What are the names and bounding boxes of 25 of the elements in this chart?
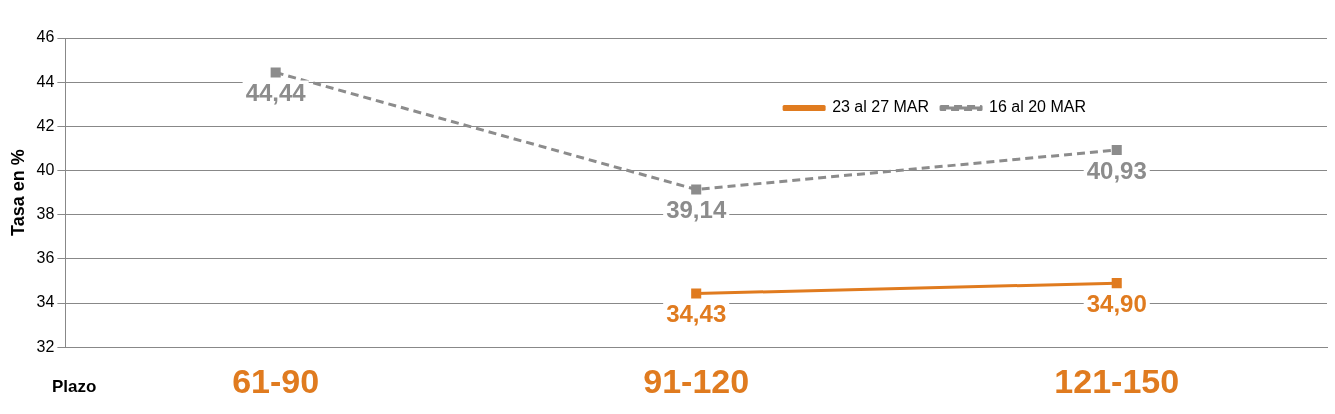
data-label: 44,44	[245, 79, 307, 107]
legend-label: 16 al 20 MAR	[989, 98, 1086, 116]
data-label: 34,90	[1086, 289, 1147, 317]
point	[1111, 278, 1122, 289]
x-tick-label: 91-120	[643, 361, 750, 400]
point	[270, 67, 281, 78]
y-tick-label: 40	[36, 160, 55, 178]
point	[1111, 144, 1122, 156]
y-tick-label: 36	[36, 249, 55, 267]
x-axis-title: Plazo	[52, 376, 97, 396]
point	[691, 288, 702, 299]
y-tick-label: 34	[36, 293, 55, 311]
y-tick-label: 42	[36, 116, 55, 134]
y-tick-label: 44	[36, 72, 55, 90]
y-tick-label: 46	[36, 28, 55, 46]
data-label: 40,93	[1086, 156, 1147, 184]
x-tick-label: 61-90	[232, 361, 320, 400]
y-tick-label: 32	[36, 337, 55, 355]
point	[691, 184, 702, 195]
y-axis-title: Tasa en %	[7, 149, 28, 236]
legend-label: 23 al 27 MAR	[832, 98, 930, 116]
data-label: 39,14	[666, 196, 727, 224]
y-tick-label: 38	[36, 205, 55, 223]
data-label: 34,43	[666, 300, 727, 328]
x-tick-label: 121-150	[1054, 361, 1180, 400]
